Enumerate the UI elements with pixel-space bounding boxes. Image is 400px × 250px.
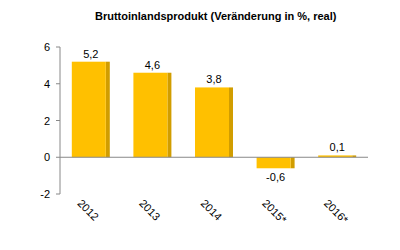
- bar-group: [257, 157, 295, 168]
- y-tick-label: 0: [44, 151, 50, 163]
- x-tick-label: 2014: [199, 197, 225, 223]
- x-tick-label: 2012: [75, 197, 101, 223]
- data-label: -0,6: [266, 171, 285, 183]
- bar-side: [229, 87, 233, 157]
- bar-group: [133, 73, 171, 158]
- x-tick-label: 2013: [137, 197, 163, 223]
- chart: Bruttoinlandsprodukt (Veränderung in %, …: [0, 0, 400, 250]
- bar: [195, 87, 229, 157]
- y-tick: [56, 194, 60, 195]
- bar-side: [106, 62, 110, 158]
- bar-side: [291, 157, 295, 168]
- y-tick: [56, 157, 60, 158]
- data-label: 3,8: [206, 73, 221, 85]
- bar: [257, 157, 291, 168]
- bar-group: [195, 87, 233, 157]
- bar-group: [72, 62, 110, 158]
- zero-line: [60, 157, 368, 158]
- y-tick: [56, 120, 60, 121]
- bar: [72, 62, 106, 158]
- bar: [133, 73, 167, 158]
- bars: [72, 62, 356, 169]
- data-label: 0,1: [330, 141, 345, 153]
- data-label: 5,2: [83, 48, 98, 60]
- y-tick: [56, 47, 60, 48]
- title: Bruttoinlandsprodukt (Veränderung in %, …: [95, 10, 337, 22]
- bar-side: [167, 73, 171, 158]
- y-tick-label: 2: [44, 115, 50, 127]
- y-tick-label: 4: [44, 78, 50, 90]
- y-tick: [56, 83, 60, 84]
- y-tick-label: -2: [40, 188, 50, 200]
- y-tick-label: 6: [44, 41, 50, 53]
- x-tick-label: 2015*: [260, 197, 289, 226]
- data-label: 4,6: [145, 59, 160, 71]
- x-tick-label: 2016*: [322, 197, 351, 226]
